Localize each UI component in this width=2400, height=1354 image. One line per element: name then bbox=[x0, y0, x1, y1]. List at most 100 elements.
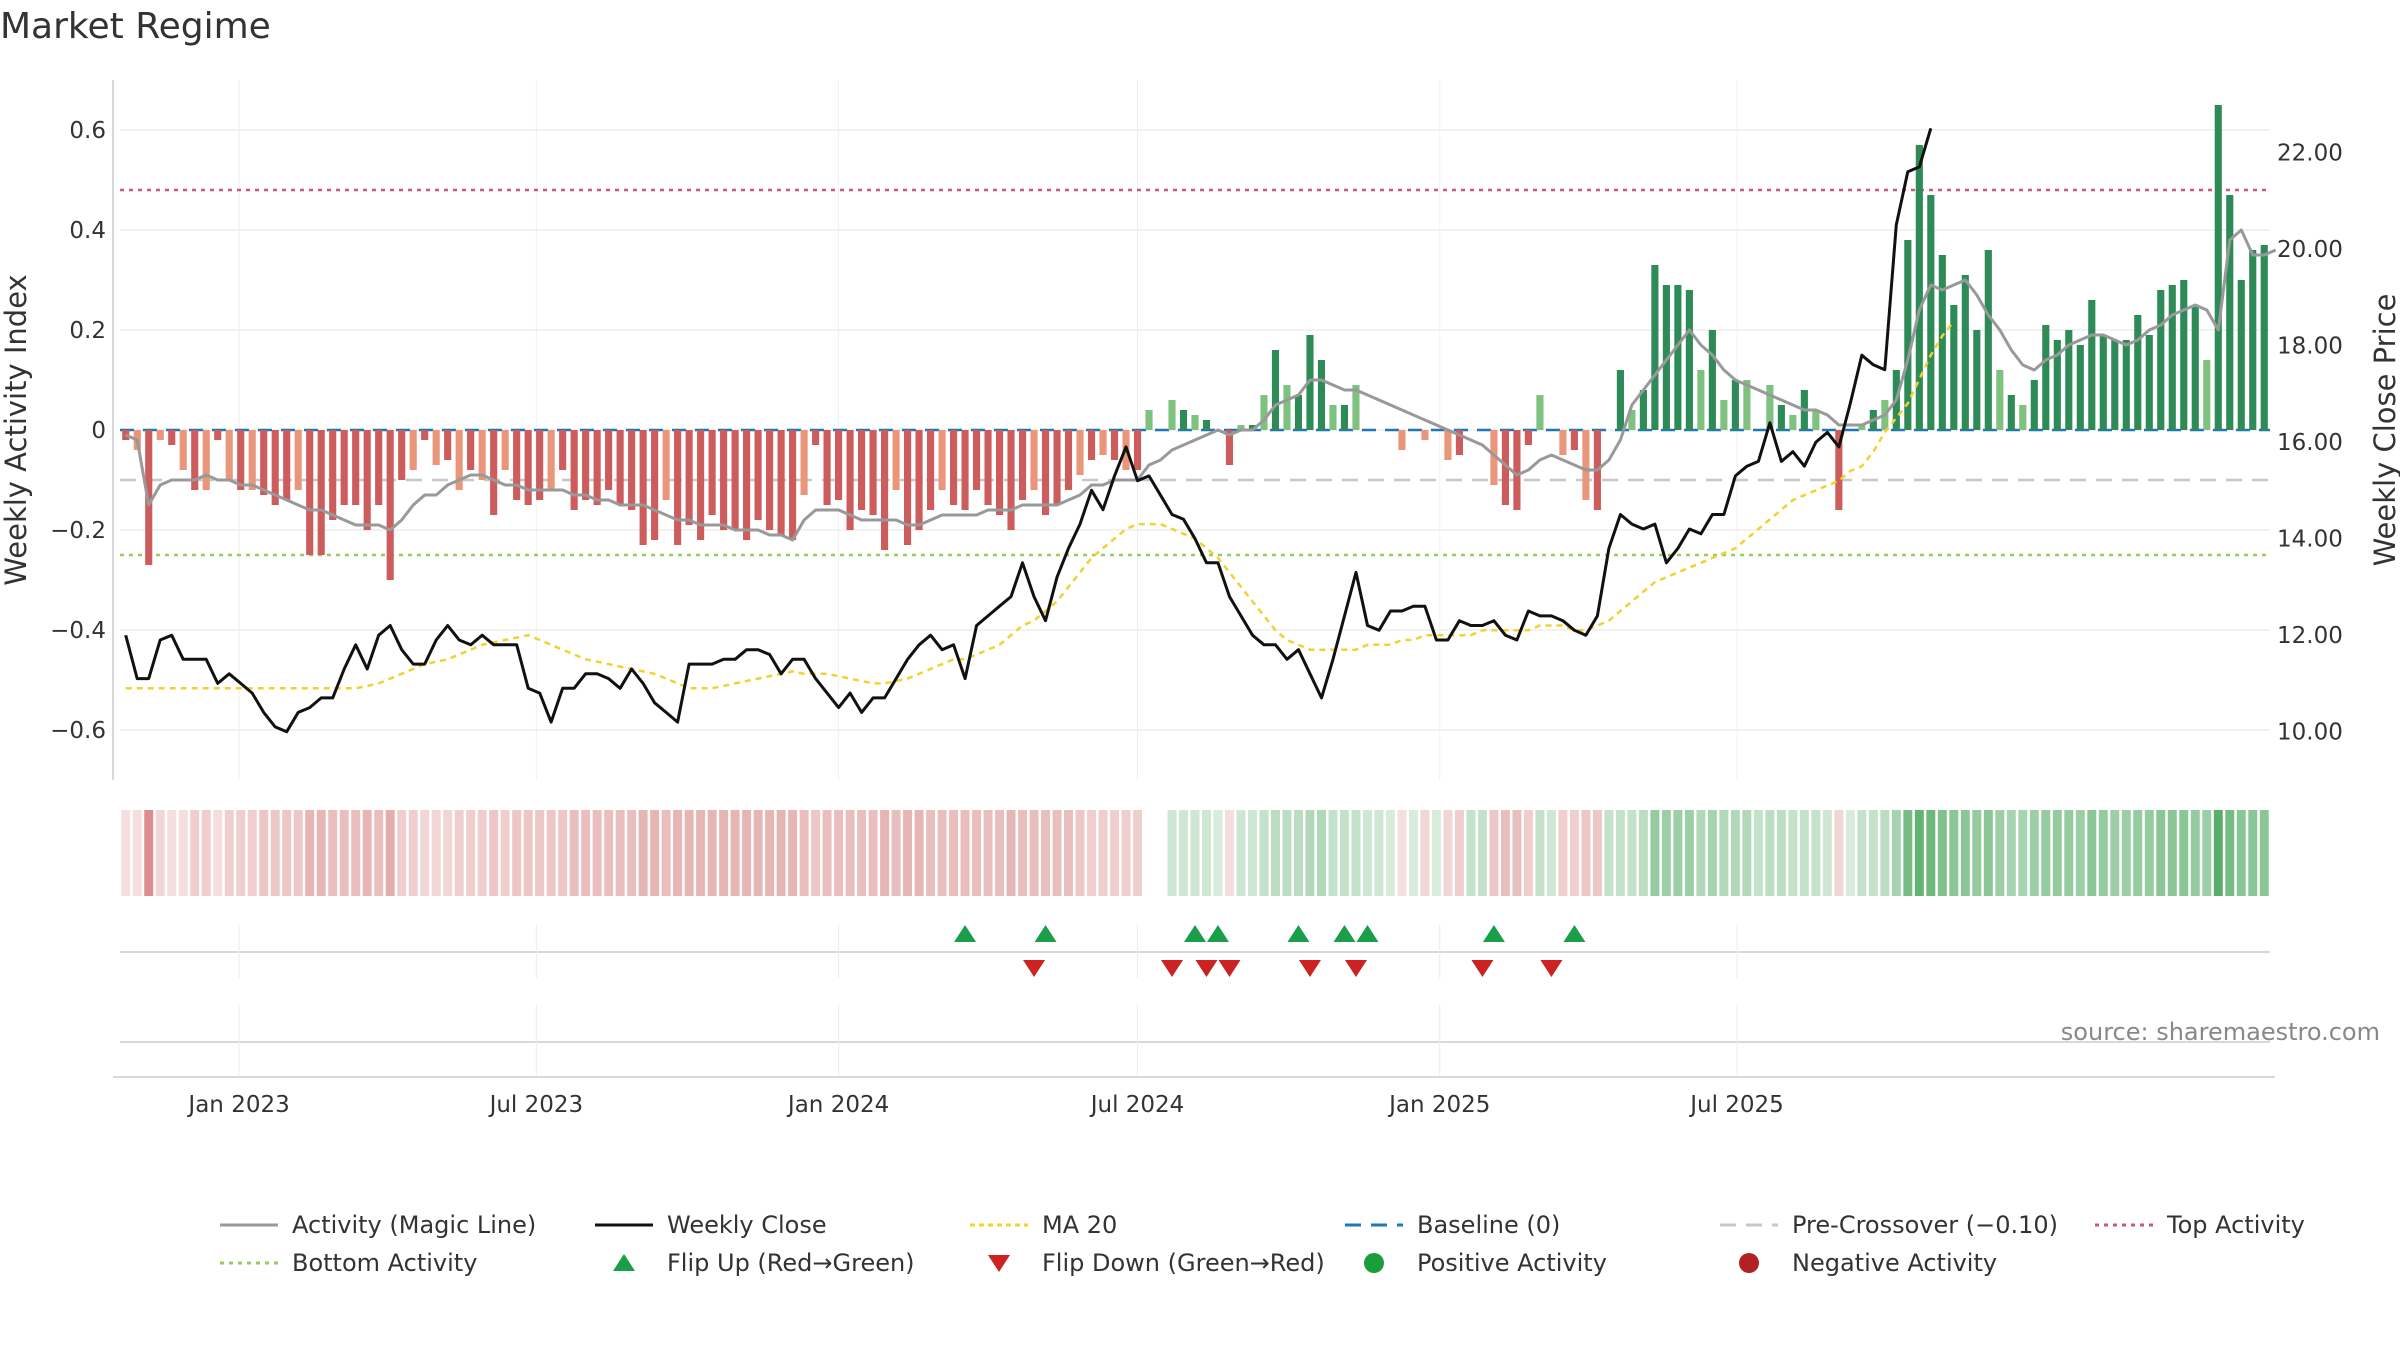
regime-cell bbox=[1960, 810, 1970, 896]
x-tick-label: Jan 2024 bbox=[786, 1092, 889, 1118]
regime-cell bbox=[1006, 810, 1016, 896]
regime-cell bbox=[1569, 810, 1579, 896]
activity-bar bbox=[1145, 410, 1153, 430]
activity-bar bbox=[1570, 430, 1578, 450]
flip-up-marker bbox=[1034, 925, 1057, 942]
activity-bar bbox=[191, 430, 199, 490]
activity-bar bbox=[697, 430, 705, 540]
regime-cell bbox=[121, 810, 131, 896]
activity-bar bbox=[2099, 335, 2107, 430]
activity-bar bbox=[1616, 370, 1624, 430]
flip-up-marker bbox=[1482, 925, 1505, 942]
regime-cell bbox=[523, 810, 533, 896]
activity-bar bbox=[1168, 400, 1176, 430]
regime-cell bbox=[1627, 810, 1637, 896]
activity-bar bbox=[743, 430, 751, 540]
regime-cell bbox=[2236, 810, 2246, 896]
regime-cell bbox=[1673, 810, 1683, 896]
activity-bar bbox=[2134, 315, 2142, 430]
activity-bar bbox=[1559, 430, 1567, 455]
flip-down-marker bbox=[1471, 960, 1494, 977]
activity-bar bbox=[432, 430, 440, 465]
activity-bar bbox=[1961, 275, 1969, 430]
activity-bar bbox=[260, 430, 268, 495]
activity-bar bbox=[1685, 290, 1693, 430]
regime-cell bbox=[638, 810, 648, 896]
legend-flipup-swatch bbox=[613, 1254, 635, 1271]
activity-bar bbox=[478, 430, 486, 480]
regime-cell bbox=[891, 810, 901, 896]
activity-bar bbox=[1202, 420, 1211, 430]
activity-bar bbox=[1927, 195, 1935, 430]
activity-bar bbox=[754, 430, 762, 520]
activity-bar bbox=[1973, 330, 1981, 430]
activity-bar bbox=[156, 430, 164, 440]
activity-bar bbox=[961, 430, 969, 510]
regime-cell bbox=[868, 810, 878, 896]
flip-markers-panel bbox=[120, 925, 2270, 978]
regime-cell bbox=[1903, 810, 1913, 896]
regime-cell bbox=[1270, 810, 1280, 896]
left-tick-label: −0.4 bbox=[50, 618, 106, 644]
activity-bar bbox=[1501, 430, 1509, 505]
activity-bar bbox=[1915, 145, 1923, 430]
activity-bar bbox=[1237, 425, 1245, 430]
regime-cell bbox=[1581, 810, 1591, 896]
regime-cell bbox=[2041, 810, 2051, 896]
regime-cell bbox=[1018, 810, 1028, 896]
regime-cell bbox=[926, 810, 936, 896]
regime-strip bbox=[121, 810, 2269, 896]
regime-cell bbox=[661, 810, 671, 896]
regime-cell bbox=[1443, 810, 1453, 896]
regime-cell bbox=[1052, 810, 1062, 896]
magic-line bbox=[125, 228, 2277, 542]
flip-down-marker bbox=[1161, 960, 1184, 977]
regime-cell bbox=[2179, 810, 2189, 896]
flip-down-marker bbox=[1344, 960, 1367, 977]
flip-down-marker bbox=[1218, 960, 1241, 977]
regime-cell bbox=[2087, 810, 2097, 896]
legend-negact-swatch bbox=[1739, 1253, 1759, 1273]
regime-cell bbox=[1179, 810, 1188, 896]
activity-bar bbox=[2007, 395, 2015, 430]
left-tick-label: −0.2 bbox=[50, 518, 106, 544]
activity-bar bbox=[225, 430, 233, 480]
regime-cell bbox=[1661, 810, 1671, 896]
regime-cell bbox=[1374, 810, 1384, 896]
x-tick-label: Jul 2023 bbox=[488, 1092, 584, 1118]
regime-cell bbox=[684, 810, 694, 896]
activity-bar bbox=[2249, 250, 2257, 430]
activity-bar bbox=[1455, 430, 1464, 455]
regime-cell bbox=[914, 810, 924, 896]
activity-bar bbox=[1651, 265, 1659, 430]
regime-cell bbox=[213, 810, 223, 896]
activity-bar bbox=[1789, 415, 1797, 430]
activity-bar bbox=[2030, 380, 2038, 430]
activity-bar bbox=[1087, 430, 1096, 460]
activity-bar bbox=[2019, 405, 2027, 430]
regime-cell bbox=[362, 810, 372, 896]
activity-bar bbox=[2226, 195, 2234, 430]
activity-bar bbox=[1731, 380, 1739, 430]
regime-cell bbox=[2075, 810, 2085, 896]
regime-cell bbox=[2121, 810, 2131, 896]
regime-cell bbox=[903, 810, 913, 896]
flip-up-marker bbox=[1206, 925, 1229, 942]
regime-cell bbox=[1236, 810, 1246, 896]
regime-cell bbox=[1914, 810, 1924, 896]
activity-bar bbox=[777, 430, 785, 535]
left-tick-label: 0.6 bbox=[69, 118, 106, 144]
activity-bar bbox=[1743, 380, 1751, 430]
regime-cell bbox=[1397, 810, 1407, 896]
activity-bar bbox=[995, 430, 1004, 515]
activity-bar bbox=[1766, 385, 1774, 430]
source-label: source: sharemaestro.com bbox=[2061, 1018, 2380, 1046]
activity-bar bbox=[1352, 385, 1360, 430]
regime-cell bbox=[1719, 810, 1729, 896]
regime-cell bbox=[1282, 810, 1292, 896]
regime-cell bbox=[443, 810, 453, 896]
activity-bar bbox=[2237, 280, 2245, 430]
regime-cell bbox=[1742, 810, 1752, 896]
regime-cell bbox=[408, 810, 418, 896]
